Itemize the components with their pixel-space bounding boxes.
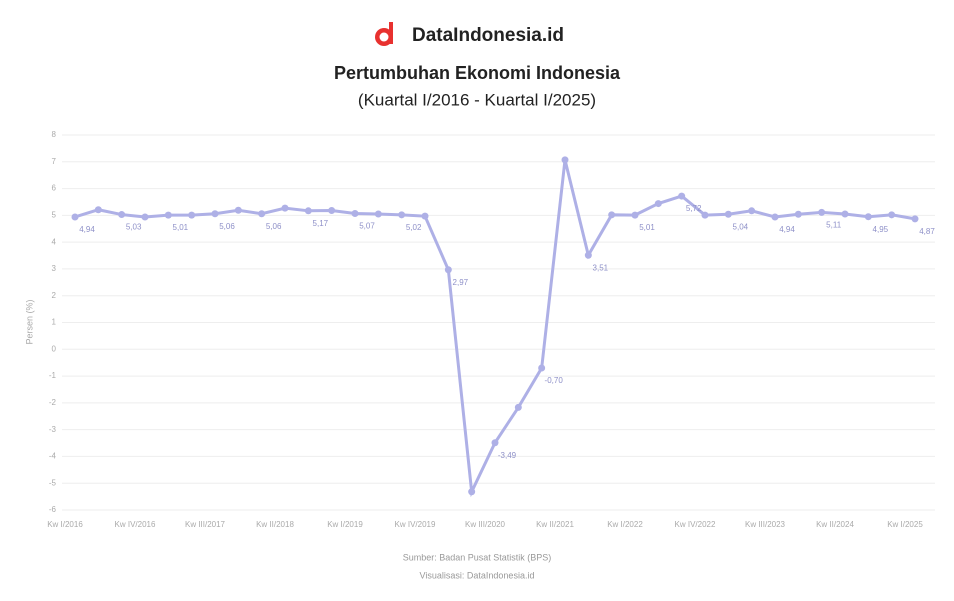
y-tick-label: -6	[49, 505, 57, 514]
x-tick-label: Kw II/2021	[536, 520, 574, 529]
y-tick-label: 2	[52, 291, 57, 300]
data-label: 5,17	[313, 219, 329, 228]
chart-subtitle: (Kuartal I/2016 - Kuartal I/2025)	[358, 90, 596, 109]
marker	[164, 211, 172, 219]
marker	[584, 251, 592, 259]
data-label: 5,11	[826, 221, 842, 230]
marker	[538, 364, 546, 372]
marker	[888, 211, 896, 219]
marker	[701, 211, 709, 219]
x-tick-label: Kw IV/2019	[395, 520, 436, 529]
y-tick-label: -5	[49, 478, 57, 487]
marker	[841, 210, 849, 218]
marker	[71, 213, 79, 221]
marker	[211, 210, 219, 218]
y-tick-label: -4	[49, 452, 57, 461]
marker	[94, 206, 102, 214]
x-tick-label: Kw III/2020	[465, 520, 506, 529]
y-tick-label: 7	[52, 157, 57, 166]
marker	[328, 207, 336, 215]
marker	[258, 210, 266, 218]
y-tick-label: 5	[52, 210, 57, 219]
data-label: 2,97	[453, 278, 469, 287]
x-tick-label: Kw II/2018	[256, 520, 294, 529]
y-tick-label: 1	[52, 318, 57, 327]
chart-title: Pertumbuhan Ekonomi Indonesia	[334, 63, 621, 83]
y-tick-label: 0	[52, 344, 57, 353]
marker	[374, 210, 382, 218]
marker	[444, 266, 452, 274]
x-tick-label: Kw I/2019	[327, 520, 363, 529]
data-label: 4,87	[919, 227, 935, 236]
marker	[794, 210, 802, 218]
data-label: 4,95	[873, 225, 889, 234]
x-tick-label: Kw II/2024	[816, 520, 854, 529]
source: Visualisasi: DataIndonesia.id	[420, 570, 535, 580]
marker	[491, 439, 499, 447]
data-label: 5,07	[359, 222, 375, 231]
marker	[188, 211, 196, 219]
y-tick-label: 8	[52, 130, 57, 139]
data-label: 3,51	[593, 263, 609, 272]
x-tick-label: Kw I/2025	[887, 520, 923, 529]
marker	[608, 211, 616, 219]
data-label: 5,01	[173, 223, 189, 232]
x-tick-label: Kw I/2016	[47, 520, 83, 529]
marker	[234, 206, 242, 214]
x-tick-label: Kw I/2022	[607, 520, 643, 529]
data-label: -0,70	[545, 376, 564, 385]
x-tick-label: Kw IV/2016	[115, 520, 156, 529]
marker	[421, 212, 429, 220]
data-label: -3,49	[498, 451, 517, 460]
marker	[118, 211, 126, 219]
marker	[281, 204, 289, 212]
marker	[631, 211, 639, 219]
data-label: 5,06	[219, 222, 235, 231]
y-tick-label: 4	[52, 237, 57, 246]
x-tick-label: Kw IV/2022	[675, 520, 716, 529]
marker	[468, 488, 476, 496]
data-label: 5,04	[733, 222, 749, 231]
marker	[141, 213, 149, 221]
marker	[818, 208, 826, 216]
y-axis-label: Persen (%)	[24, 299, 34, 344]
data-label: 4,94	[779, 225, 795, 234]
data-label: 5,72	[686, 204, 702, 213]
marker	[304, 207, 312, 215]
data-label: 5,06	[266, 222, 282, 231]
marker	[561, 156, 569, 164]
y-tick-label: -2	[49, 398, 57, 407]
marker	[678, 192, 686, 200]
y-tick-label: 6	[52, 184, 57, 193]
x-tick-label: Kw III/2017	[185, 520, 226, 529]
marker	[654, 200, 662, 208]
y-tick-label: -3	[49, 425, 57, 434]
marker	[771, 213, 779, 221]
marker	[398, 211, 406, 219]
marker	[911, 215, 919, 223]
marker	[351, 209, 359, 217]
x-tick-label: Kw III/2023	[745, 520, 786, 529]
y-tick-label: -1	[49, 371, 57, 380]
data-label: 5,02	[406, 223, 422, 232]
marker	[864, 213, 872, 221]
marker	[748, 207, 756, 215]
marker	[724, 210, 732, 218]
data-label: 5,01	[639, 223, 655, 232]
logo	[375, 22, 393, 46]
marker	[514, 403, 522, 411]
brand: DataIndonesia.id	[412, 25, 564, 46]
data-label: 4,94	[79, 225, 95, 234]
data-label: 5,03	[126, 223, 142, 232]
source: Sumber: Badan Pusat Statistik (BPS)	[403, 552, 552, 562]
y-tick-label: 3	[52, 264, 57, 273]
